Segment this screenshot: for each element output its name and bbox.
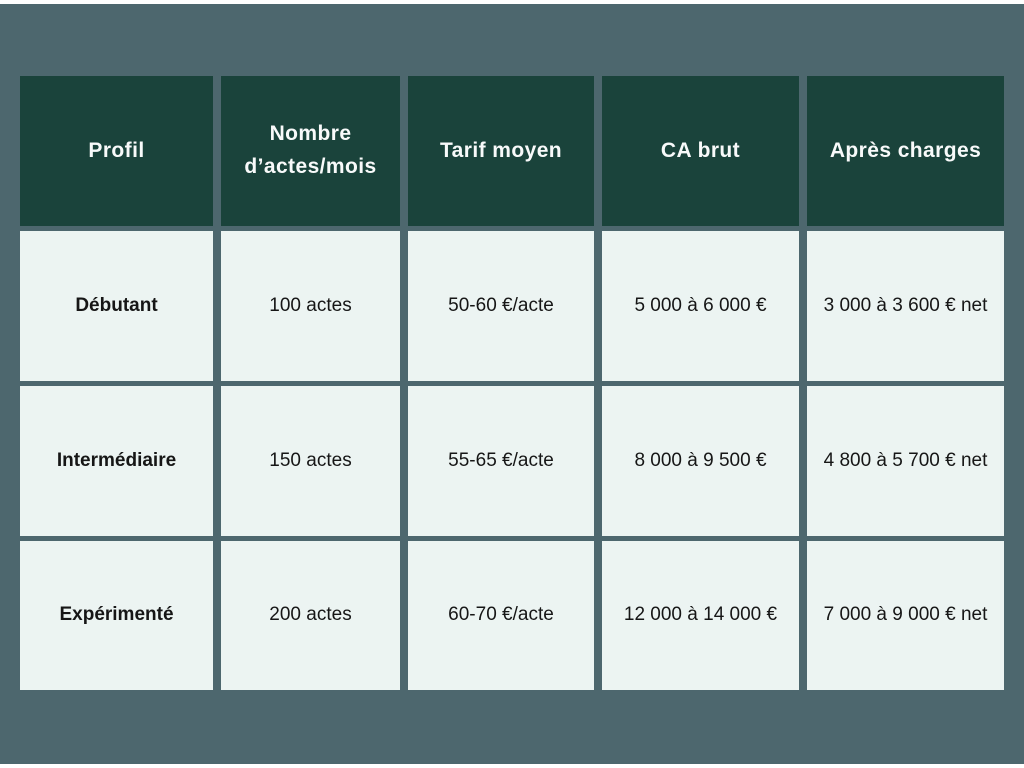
header-label: Tarif moyen <box>439 138 563 162</box>
cell-ca-brut-debutant: 5 000 à 6 000 € <box>602 231 799 381</box>
cell-tarif-moyen-debutant: 50-60 €/acte <box>408 231 594 381</box>
cell-profil-intermediaire: Intermédiaire <box>20 386 213 536</box>
cell-text: 150 actes <box>269 449 352 471</box>
cell-profil-experimente: Expérimenté <box>20 541 213 690</box>
cell-text: 4 800 à 5 700 € net <box>823 449 988 471</box>
cell-text: 3 000 à 3 600 € net <box>823 294 988 316</box>
header-cell-ca-brut: CA brut <box>602 76 799 226</box>
header-label: CA brut <box>660 138 741 162</box>
cell-ca-brut-intermediaire: 8 000 à 9 500 € <box>602 386 799 536</box>
cell-ca-brut-experimente: 12 000 à 14 000 € <box>602 541 799 690</box>
cell-text: Expérimenté <box>59 604 174 626</box>
header-cell-profil: Profil <box>20 76 213 226</box>
header-label: Après charges <box>829 138 982 162</box>
cell-nombre-actes-intermediaire: 150 actes <box>221 386 400 536</box>
cell-text: Débutant <box>75 294 158 316</box>
cell-apres-charges-intermediaire: 4 800 à 5 700 € net <box>807 386 1004 536</box>
cell-profil-debutant: Débutant <box>20 231 213 381</box>
cell-apres-charges-experimente: 7 000 à 9 000 € net <box>807 541 1004 690</box>
header-label: Profil <box>88 138 145 162</box>
header-label: Nombre d’actes/mois <box>244 122 377 178</box>
cell-text: 5 000 à 6 000 € <box>634 294 767 316</box>
cell-tarif-moyen-intermediaire: 55-65 €/acte <box>408 386 594 536</box>
cell-text: 55-65 €/acte <box>448 449 554 471</box>
cell-nombre-actes-debutant: 100 actes <box>221 231 400 381</box>
header-cell-apres-charges: Après charges <box>807 76 1004 226</box>
cell-text: 12 000 à 14 000 € <box>623 604 778 626</box>
cell-text: 100 actes <box>269 294 352 316</box>
cell-text: 200 actes <box>269 604 352 626</box>
cell-text: 50-60 €/acte <box>448 294 554 316</box>
cell-text: 8 000 à 9 500 € <box>634 449 767 471</box>
bottom-edge-strip <box>0 764 1024 768</box>
cell-text: Intermédiaire <box>56 449 177 471</box>
pricing-table: Profil Nombre d’actes/mois Tarif moyen C… <box>20 76 1004 690</box>
cell-nombre-actes-experimente: 200 actes <box>221 541 400 690</box>
header-cell-nombre-actes: Nombre d’actes/mois <box>221 76 400 226</box>
cell-text: 60-70 €/acte <box>448 604 554 626</box>
header-cell-tarif-moyen: Tarif moyen <box>408 76 594 226</box>
cell-tarif-moyen-experimente: 60-70 €/acte <box>408 541 594 690</box>
cell-text: 7 000 à 9 000 € net <box>823 604 988 626</box>
top-edge-strip <box>0 0 1024 4</box>
cell-apres-charges-debutant: 3 000 à 3 600 € net <box>807 231 1004 381</box>
